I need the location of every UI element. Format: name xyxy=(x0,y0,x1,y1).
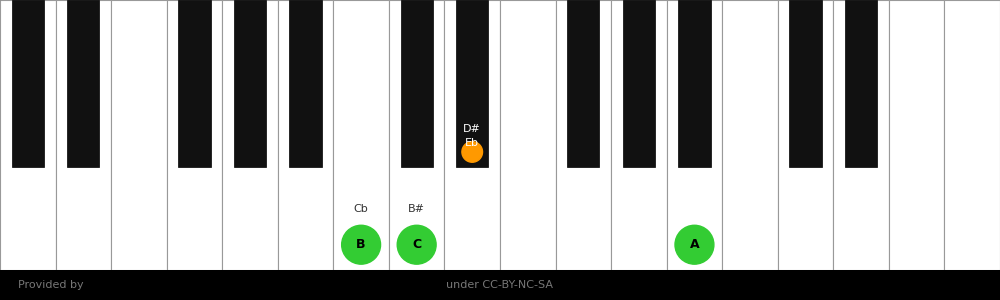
Bar xyxy=(12,0,44,167)
Bar xyxy=(789,0,822,167)
Circle shape xyxy=(342,225,381,264)
Bar xyxy=(444,0,500,270)
Bar xyxy=(178,0,211,167)
Bar xyxy=(278,0,333,270)
Text: Provided by: Provided by xyxy=(18,280,84,290)
Bar xyxy=(845,0,877,167)
Bar xyxy=(0,0,56,270)
Bar xyxy=(0,270,1000,300)
Text: Cb: Cb xyxy=(354,204,368,214)
Bar xyxy=(234,0,266,167)
Bar xyxy=(778,0,833,270)
Text: B#: B# xyxy=(408,204,425,214)
Circle shape xyxy=(462,142,483,162)
Bar xyxy=(401,0,433,167)
Text: Eb: Eb xyxy=(465,139,479,148)
Bar xyxy=(111,0,167,270)
Bar xyxy=(333,0,389,270)
Text: under CC-BY-NC-SA: under CC-BY-NC-SA xyxy=(446,280,554,290)
Bar xyxy=(500,0,556,270)
Bar xyxy=(623,0,655,167)
Bar xyxy=(722,0,778,270)
Bar xyxy=(567,0,599,167)
Bar xyxy=(556,0,611,270)
Bar xyxy=(456,0,488,167)
Bar xyxy=(56,0,111,270)
Text: C: C xyxy=(412,238,421,251)
Text: D#: D# xyxy=(463,124,481,134)
Bar xyxy=(889,0,944,270)
Bar xyxy=(222,0,278,270)
Bar xyxy=(67,0,99,167)
Bar xyxy=(389,0,444,270)
Bar xyxy=(667,0,722,270)
Text: A: A xyxy=(690,238,699,251)
Bar xyxy=(833,0,889,270)
Circle shape xyxy=(397,225,436,264)
Bar xyxy=(678,0,711,167)
Bar xyxy=(611,0,667,270)
Text: B: B xyxy=(356,238,366,251)
Bar xyxy=(167,0,222,270)
Circle shape xyxy=(675,225,714,264)
Bar xyxy=(289,0,322,167)
Bar xyxy=(944,0,1000,270)
